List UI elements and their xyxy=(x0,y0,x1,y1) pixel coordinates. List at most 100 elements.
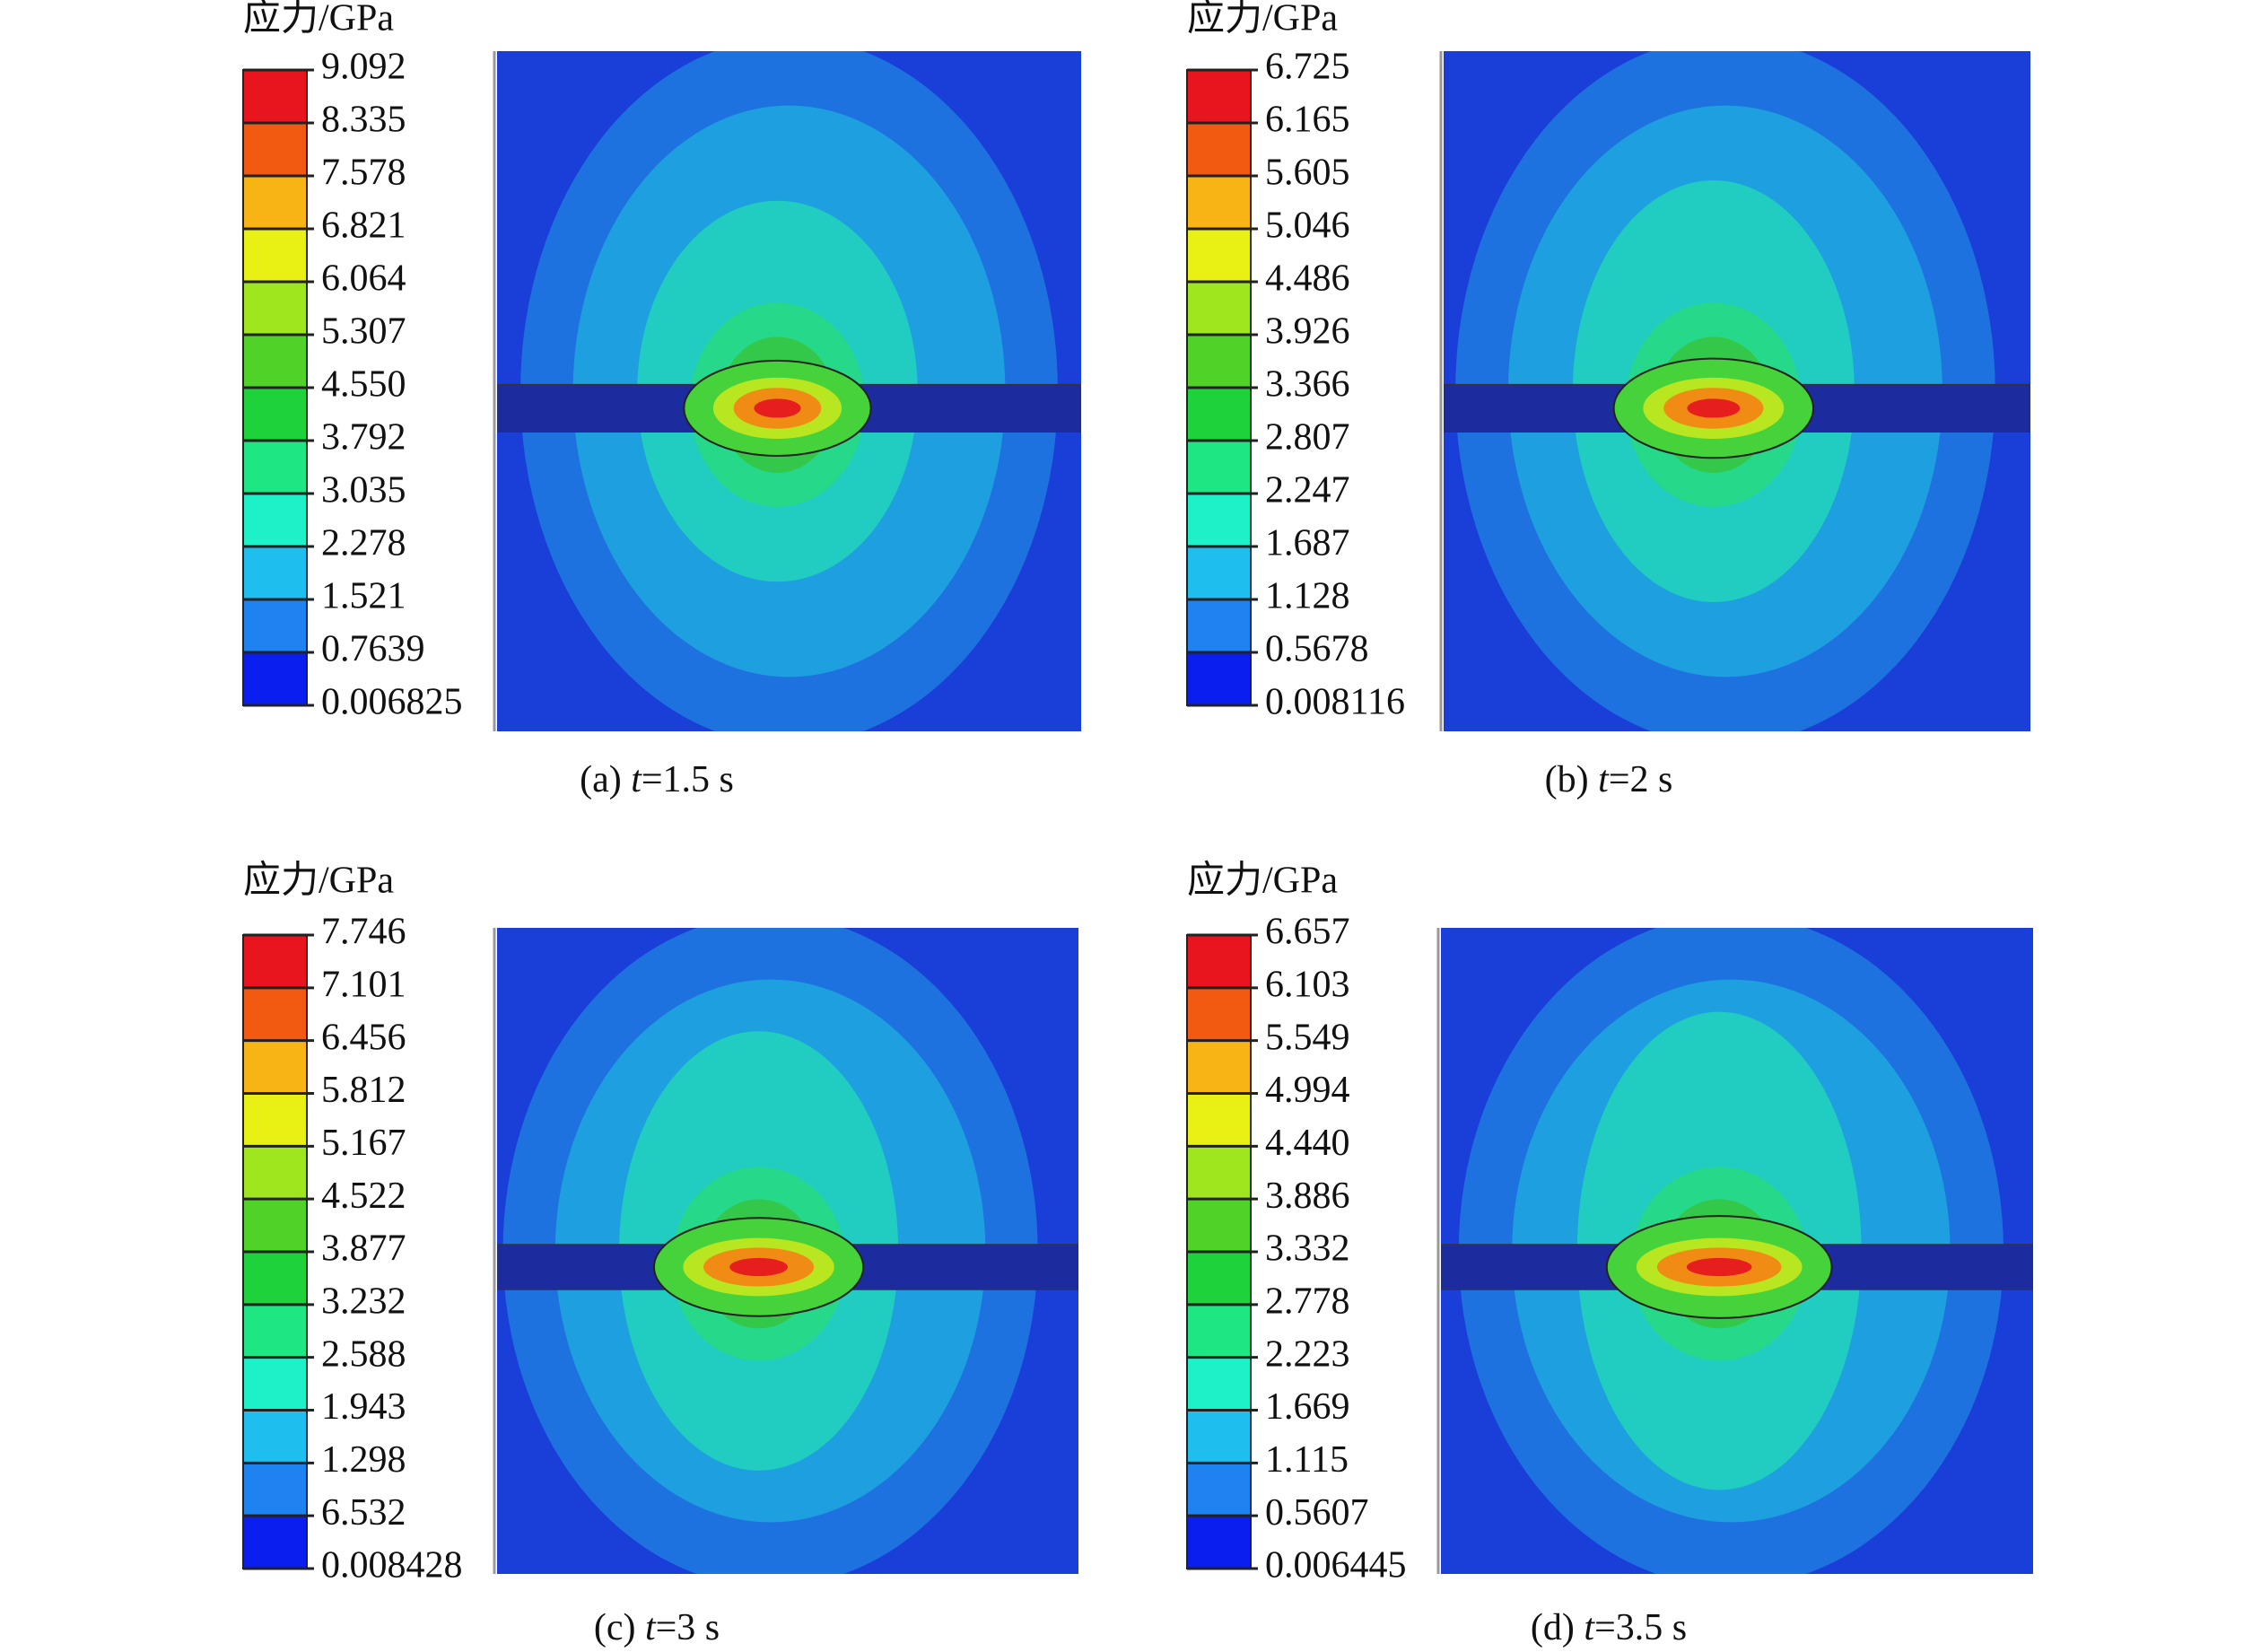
legend-title: 应力/GPa xyxy=(243,0,394,39)
colorbar-band xyxy=(1187,1199,1251,1252)
colorbar-tick-label: 5.812 xyxy=(321,1070,406,1111)
colorbar-band xyxy=(243,1199,307,1252)
colorbar-tick-label: 5.167 xyxy=(321,1123,406,1164)
colorbar-tick-label: 5.307 xyxy=(321,311,406,353)
caption-label: (b) xyxy=(1545,759,1598,800)
colorbar-band xyxy=(1187,388,1251,441)
colorbar-band xyxy=(243,546,307,599)
colorbar-band xyxy=(1187,652,1251,705)
caption: (a) t=1.5 s xyxy=(580,759,734,800)
contour-plot xyxy=(1444,51,2030,731)
colorbar-tick-label: 2.588 xyxy=(321,1333,406,1375)
colorbar-tick-label: 1.943 xyxy=(321,1386,406,1428)
colorbar-tick-label: 1.128 xyxy=(1265,576,1350,617)
colorbar-band xyxy=(243,1252,307,1305)
colorbar-tick-label: 7.101 xyxy=(321,964,406,1005)
legend-title: 应力/GPa xyxy=(1187,0,1338,39)
colorbar-tick-label: 6.532 xyxy=(321,1492,406,1534)
colorbar-tick-label: 3.035 xyxy=(321,470,406,511)
colorbar-tick-label: 3.926 xyxy=(1265,311,1350,353)
colorbar-tick-label: 1.115 xyxy=(1265,1439,1349,1481)
caption-value: =3.5 s xyxy=(1594,1607,1687,1648)
contour xyxy=(729,1257,788,1277)
caption-label: (d) xyxy=(1531,1607,1584,1648)
caption: (c) t=3 s xyxy=(594,1607,720,1648)
contour xyxy=(1686,1257,1752,1277)
colorbar-band xyxy=(1187,441,1251,494)
colorbar-tick-label: 3.886 xyxy=(1265,1176,1350,1217)
legend-title: 应力/GPa xyxy=(1187,860,1338,902)
colorbar-band xyxy=(1187,1304,1251,1358)
colorbar-tick-label: 1.669 xyxy=(1265,1386,1350,1428)
colorbar-tick-label: 7.578 xyxy=(321,153,406,194)
caption-label: (c) xyxy=(594,1607,645,1648)
colorbar-band xyxy=(1187,1252,1251,1305)
colorbar-tick-label: 3.232 xyxy=(321,1281,406,1322)
colorbar-band xyxy=(243,935,307,988)
colorbar-band xyxy=(243,123,307,176)
colorbar-tick-label: 4.440 xyxy=(1265,1123,1350,1164)
colorbar-band xyxy=(243,282,307,335)
colorbar-band xyxy=(1187,123,1251,176)
caption-value: =3 s xyxy=(656,1607,720,1648)
legend-title: 应力/GPa xyxy=(243,860,394,902)
colorbar-band xyxy=(1187,176,1251,229)
colorbar-band xyxy=(243,1516,307,1569)
colorbar-band xyxy=(243,1410,307,1464)
colorbar-tick-label: 5.605 xyxy=(1265,153,1350,194)
colorbar-tick-label: 9.092 xyxy=(321,47,406,88)
colorbar-tick-label: 2.223 xyxy=(1265,1333,1350,1375)
colorbar-band xyxy=(1187,282,1251,335)
caption-variable: t xyxy=(1584,1607,1595,1648)
colorbar-tick-label: 5.046 xyxy=(1265,205,1350,247)
colorbar-band xyxy=(243,1463,307,1517)
colorbar-tick-label: 0.008428 xyxy=(321,1545,463,1586)
colorbar-tick-label: 3.332 xyxy=(1265,1228,1350,1270)
colorbar-band xyxy=(1187,1410,1251,1464)
colorbar-band xyxy=(243,987,307,1041)
colorbar-band xyxy=(243,599,307,652)
colorbar-band xyxy=(243,1357,307,1411)
colorbar-tick-label: 1.298 xyxy=(321,1439,406,1481)
colorbar-band xyxy=(243,335,307,388)
panel: 应力/GPa 6.725 6.165 5.605 5.046 4.486 3.926 3.36… xyxy=(1186,0,2030,800)
caption-label: (a) xyxy=(580,759,631,800)
colorbar-tick-label: 2.278 xyxy=(321,523,406,564)
contour xyxy=(1687,398,1741,418)
colorbar-tick-label: 2.778 xyxy=(1265,1281,1350,1322)
colorbar-band xyxy=(1187,335,1251,388)
colorbar-band xyxy=(243,1093,307,1147)
colorbar-tick-label: 0.5678 xyxy=(1265,629,1369,670)
contour-plot xyxy=(497,51,1081,731)
colorbar-band xyxy=(1187,1146,1251,1200)
colorbar-band xyxy=(243,176,307,229)
colorbar-tick-label: 0.006825 xyxy=(321,682,463,723)
contour-plot xyxy=(1441,928,2033,1574)
colorbar-tick-label: 6.456 xyxy=(321,1017,406,1058)
colorbar-tick-label: 1.521 xyxy=(321,576,406,617)
colorbar-tick-label: 2.807 xyxy=(1265,417,1350,459)
caption: (d) t=3.5 s xyxy=(1531,1607,1687,1648)
colorbar-band xyxy=(1187,1463,1251,1517)
colorbar-tick-label: 0.7639 xyxy=(321,629,425,670)
colorbar-tick-label: 8.335 xyxy=(321,100,406,141)
colorbar-tick-label: 6.821 xyxy=(321,205,406,247)
colorbar-band xyxy=(1187,1357,1251,1411)
colorbar-band xyxy=(1187,935,1251,988)
colorbar-tick-label: 3.366 xyxy=(1265,364,1350,406)
colorbar-band xyxy=(1187,1516,1251,1569)
colorbar-band xyxy=(1187,494,1251,546)
colorbar-tick-label: 4.486 xyxy=(1265,258,1350,300)
colorbar-band xyxy=(1187,599,1251,652)
colorbar-band xyxy=(243,1146,307,1200)
colorbar-tick-label: 6.657 xyxy=(1265,912,1350,953)
colorbar-tick-label: 2.247 xyxy=(1265,470,1350,511)
colorbar-band xyxy=(1187,1040,1251,1094)
colorbar-band xyxy=(243,494,307,546)
caption-value: =1.5 s xyxy=(642,759,734,800)
colorbar-tick-label: 5.549 xyxy=(1265,1017,1350,1058)
colorbar-tick-label: 3.792 xyxy=(321,417,406,459)
caption-variable: t xyxy=(631,759,642,800)
colorbar-band xyxy=(243,388,307,441)
